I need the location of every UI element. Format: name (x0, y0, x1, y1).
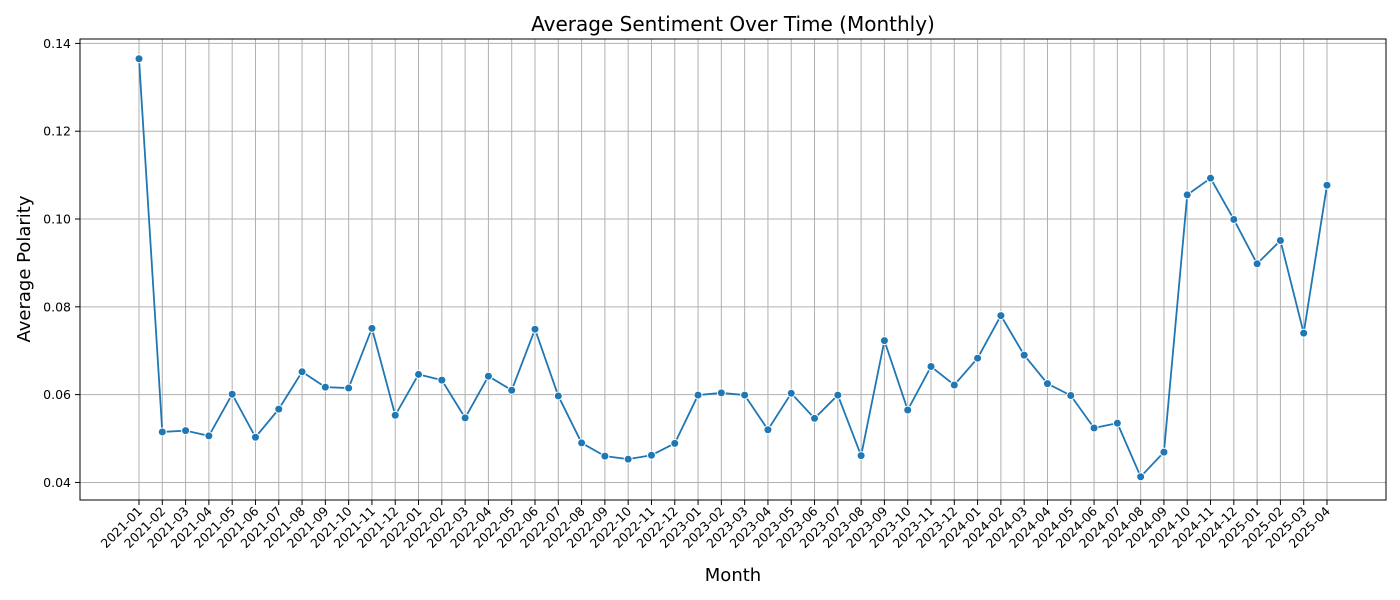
data-point (297, 367, 307, 377)
data-point (1089, 423, 1099, 433)
data-point (646, 450, 656, 460)
data-point (879, 336, 889, 346)
data-point (600, 451, 610, 461)
y-tick-label: 0.10 (43, 212, 71, 227)
data-point (856, 451, 866, 461)
data-point (1275, 236, 1285, 246)
data-point (810, 413, 820, 423)
series-line-layer (134, 54, 1332, 482)
x-axis-label: Month (705, 565, 761, 586)
data-point (1159, 447, 1169, 457)
data-point (530, 324, 540, 334)
data-point (204, 431, 214, 441)
data-point (1322, 180, 1332, 190)
y-tick-label: 0.04 (43, 475, 71, 490)
axis-ticks: 2021-012021-022021-032021-042021-052021-… (43, 36, 1333, 551)
data-point (134, 54, 144, 64)
data-point (996, 311, 1006, 321)
data-point (670, 438, 680, 448)
data-point (1252, 259, 1262, 269)
data-point (903, 405, 913, 415)
plot-area-frame (79, 38, 1387, 501)
data-point (693, 390, 703, 400)
data-point (577, 438, 587, 448)
data-point (623, 454, 633, 464)
y-tick-label: 0.08 (43, 299, 71, 314)
data-point (1182, 190, 1192, 200)
data-point (949, 380, 959, 390)
data-point (274, 404, 284, 414)
data-point (553, 391, 563, 401)
data-point (437, 375, 447, 385)
data-point (833, 390, 843, 400)
data-point (414, 369, 424, 379)
data-point (390, 410, 400, 420)
data-point (181, 426, 191, 436)
data-point (344, 383, 354, 393)
data-point (740, 390, 750, 400)
data-point (716, 388, 726, 398)
data-point (1299, 328, 1309, 338)
data-point (250, 432, 260, 442)
data-point (1112, 418, 1122, 428)
data-point (227, 389, 237, 399)
data-point (320, 382, 330, 392)
data-point (1066, 391, 1076, 401)
data-point (1019, 350, 1029, 360)
data-point (157, 427, 167, 437)
data-point (1229, 214, 1239, 224)
data-point (1042, 379, 1052, 389)
data-point (483, 371, 493, 381)
y-axis-label: Average Polarity (14, 195, 35, 342)
y-tick-label: 0.06 (43, 387, 71, 402)
y-tick-label: 0.14 (43, 36, 71, 51)
data-point (763, 425, 773, 435)
data-point (1136, 472, 1146, 482)
data-point (507, 385, 517, 395)
y-tick-label: 0.12 (43, 124, 71, 139)
data-point (926, 362, 936, 372)
chart-title: Average Sentiment Over Time (Monthly) (531, 12, 935, 36)
grid (80, 39, 1386, 500)
data-point (786, 388, 796, 398)
data-point (367, 323, 377, 333)
data-point (973, 353, 983, 363)
data-point (1206, 173, 1216, 183)
series-line (138, 58, 1328, 478)
data-point (460, 413, 470, 423)
